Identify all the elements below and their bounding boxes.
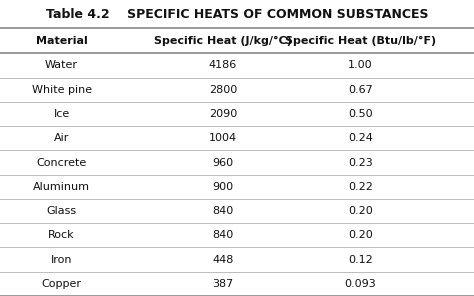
Text: 0.12: 0.12	[348, 255, 373, 265]
Text: 1004: 1004	[209, 133, 237, 143]
Text: 900: 900	[212, 182, 233, 192]
Text: 448: 448	[212, 255, 234, 265]
Text: 0.23: 0.23	[348, 157, 373, 168]
Text: 0.24: 0.24	[348, 133, 373, 143]
Text: 0.67: 0.67	[348, 85, 373, 95]
Text: Aluminum: Aluminum	[33, 182, 90, 192]
Text: 840: 840	[212, 230, 233, 240]
Text: Rock: Rock	[48, 230, 75, 240]
Text: 4186: 4186	[209, 60, 237, 70]
Text: Specific Heat (J/kg/°C): Specific Heat (J/kg/°C)	[154, 36, 292, 46]
Text: Ice: Ice	[54, 109, 70, 119]
Text: 2800: 2800	[209, 85, 237, 95]
Text: Glass: Glass	[46, 206, 77, 216]
Text: Air: Air	[54, 133, 69, 143]
Text: White pine: White pine	[32, 85, 91, 95]
Text: Copper: Copper	[42, 279, 82, 289]
Text: 1.00: 1.00	[348, 60, 373, 70]
Text: Iron: Iron	[51, 255, 73, 265]
Text: 0.20: 0.20	[348, 230, 373, 240]
Text: 0.093: 0.093	[345, 279, 376, 289]
Text: Table 4.2    SPECIFIC HEATS OF COMMON SUBSTANCES: Table 4.2 SPECIFIC HEATS OF COMMON SUBST…	[46, 8, 428, 20]
Text: Concrete: Concrete	[36, 157, 87, 168]
Text: 840: 840	[212, 206, 233, 216]
Text: 2090: 2090	[209, 109, 237, 119]
Text: Water: Water	[45, 60, 78, 70]
Text: 0.20: 0.20	[348, 206, 373, 216]
Text: Specific Heat (Btu/lb/°F): Specific Heat (Btu/lb/°F)	[285, 36, 436, 46]
Text: 0.22: 0.22	[348, 182, 373, 192]
Text: 0.50: 0.50	[348, 109, 373, 119]
Text: 960: 960	[212, 157, 233, 168]
Text: Material: Material	[36, 36, 88, 46]
Text: 387: 387	[212, 279, 233, 289]
